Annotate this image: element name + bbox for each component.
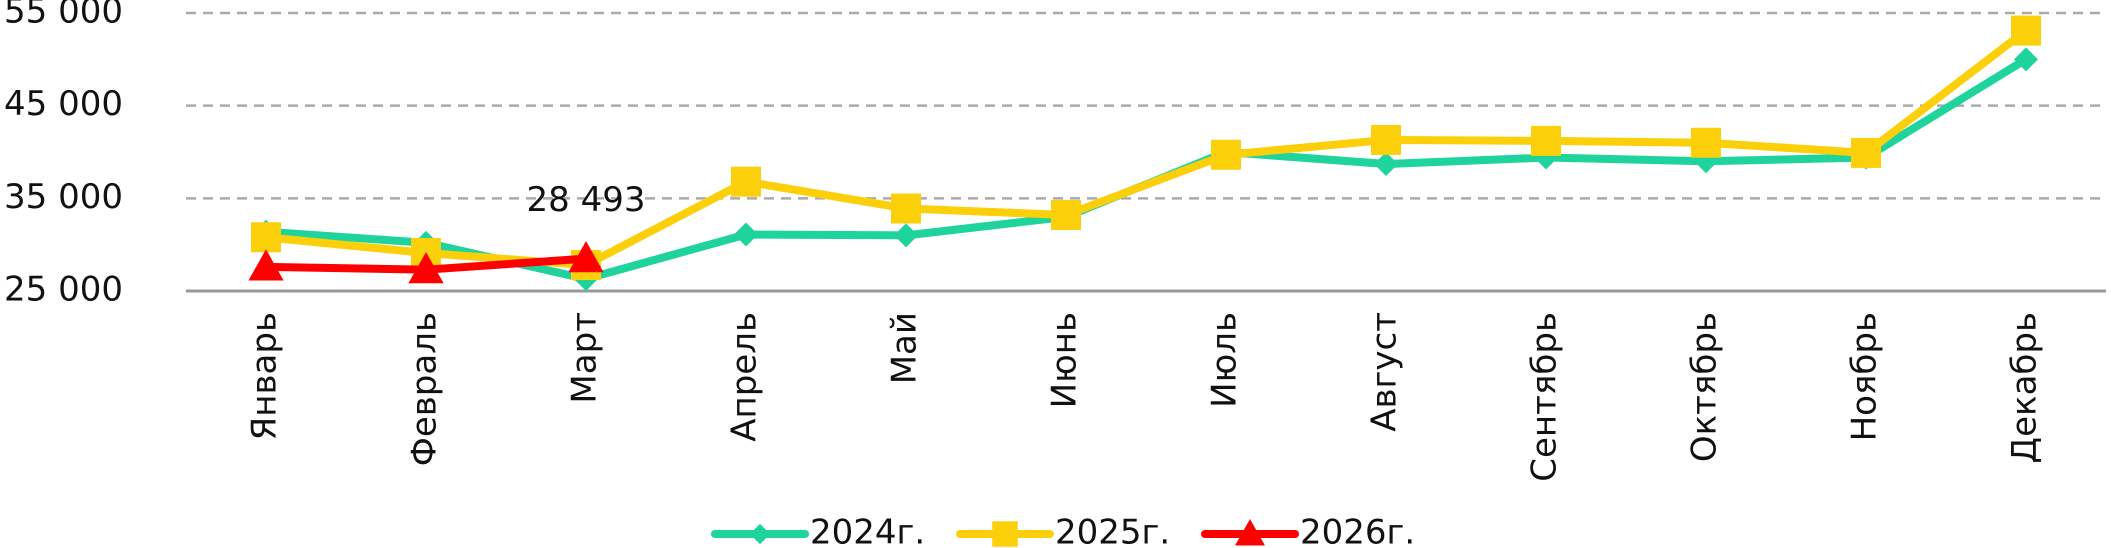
x-tick-label: Февраль xyxy=(405,312,445,466)
marker xyxy=(251,222,281,253)
marker xyxy=(1531,125,1561,156)
legend-label: 2024г. xyxy=(810,513,925,548)
x-tick-label: Декабрь xyxy=(2005,312,2045,463)
y-tick-label: 55 000 xyxy=(4,0,123,32)
data-label: 28 493 xyxy=(527,180,646,220)
marker xyxy=(749,523,771,545)
marker xyxy=(1211,139,1241,170)
x-tick-label: Октябрь xyxy=(1685,312,1725,462)
marker xyxy=(2011,15,2041,46)
x-tick-label: Ноябрь xyxy=(1845,312,1885,441)
legend-label: 2026г. xyxy=(1300,513,1415,548)
marker xyxy=(734,222,758,247)
marker xyxy=(1051,200,1081,231)
x-tick-label: Март xyxy=(565,312,605,404)
x-tick-label: Июль xyxy=(1205,312,1245,408)
series-line xyxy=(265,55,2029,283)
marker xyxy=(248,249,284,281)
x-tick-label: Апрель xyxy=(725,312,765,442)
legend-label: 2025г. xyxy=(1055,513,1170,548)
x-tick-label: Январь xyxy=(245,312,285,440)
y-tick-label: 35 000 xyxy=(4,177,123,217)
marker xyxy=(894,223,918,248)
x-tick-label: Сентябрь xyxy=(1525,312,1565,482)
marker xyxy=(408,252,444,284)
y-tick-label: 25 000 xyxy=(4,270,123,310)
marker xyxy=(992,521,1018,547)
marker xyxy=(731,166,761,197)
x-tick-label: Май xyxy=(885,312,925,384)
marker xyxy=(1371,124,1401,155)
x-tick-label: Август xyxy=(1365,312,1405,432)
series-line xyxy=(265,27,2029,270)
marker xyxy=(1691,127,1721,158)
marker xyxy=(1235,519,1265,546)
marker xyxy=(1374,152,1398,177)
y-tick-label: 45 000 xyxy=(4,84,123,124)
marker xyxy=(2014,47,2038,72)
marker xyxy=(891,193,921,224)
marker xyxy=(568,241,604,273)
x-tick-label: Июнь xyxy=(1045,312,1085,408)
marker xyxy=(1851,137,1881,168)
